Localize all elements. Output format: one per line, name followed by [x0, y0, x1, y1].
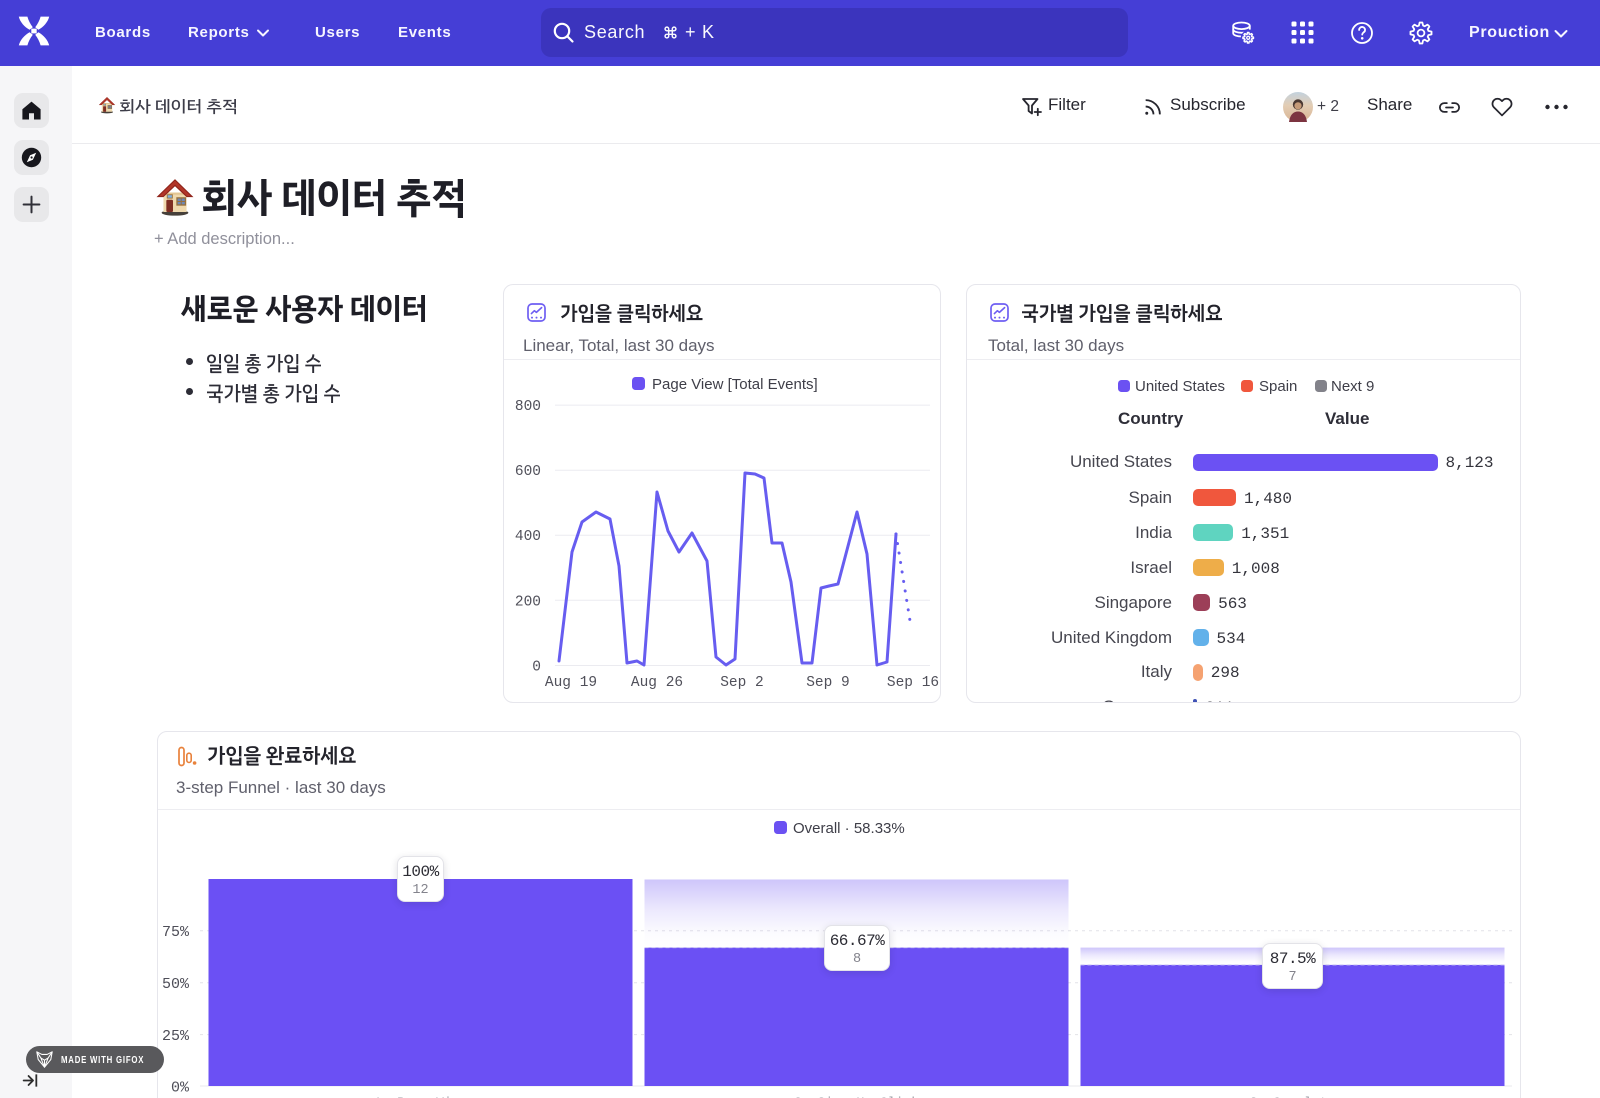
svg-text:200: 200 — [515, 594, 541, 610]
svg-text:Aug 19: Aug 19 — [545, 675, 597, 691]
svg-text:75%: 75% — [162, 924, 190, 941]
svg-text:400: 400 — [515, 529, 541, 545]
svg-text:Sep 2: Sep 2 — [720, 675, 764, 691]
svg-text:0%: 0% — [171, 1080, 190, 1097]
svg-text:Sep 9: Sep 9 — [806, 675, 850, 691]
svg-text:25%: 25% — [162, 1028, 190, 1045]
svg-text:3. Complete: 3. Complete — [1250, 1095, 1336, 1098]
svg-text:0: 0 — [532, 660, 541, 676]
svg-text:2. Sign Up Click: 2. Sign Up Click — [794, 1095, 919, 1098]
svg-text:50%: 50% — [162, 976, 190, 993]
svg-text:600: 600 — [515, 464, 541, 480]
svg-text:Aug 26: Aug 26 — [631, 675, 683, 691]
svg-text:Sep 16: Sep 16 — [887, 675, 939, 691]
svg-text:800: 800 — [515, 399, 541, 415]
svg-text:1. Page View: 1. Page View — [374, 1095, 468, 1098]
